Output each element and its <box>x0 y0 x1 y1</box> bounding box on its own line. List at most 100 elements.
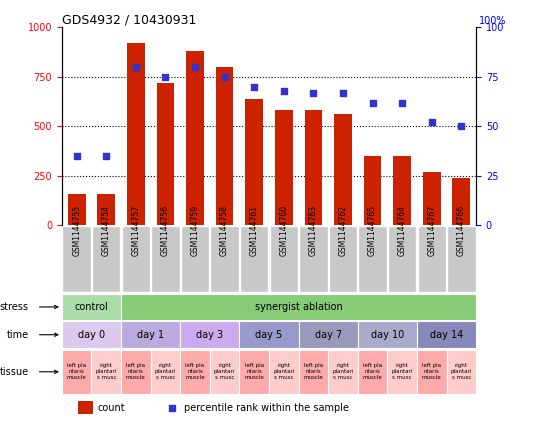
Point <box>339 89 348 96</box>
Bar <box>157 83 174 225</box>
Bar <box>423 172 441 225</box>
Text: left pla
ntaris
muscle: left pla ntaris muscle <box>67 363 87 380</box>
Text: synergist ablation: synergist ablation <box>254 302 343 312</box>
Text: count: count <box>97 403 125 413</box>
Text: GSM1144757: GSM1144757 <box>131 205 140 255</box>
Text: GSM1144764: GSM1144764 <box>398 205 407 255</box>
Bar <box>447 349 476 394</box>
Bar <box>62 321 121 348</box>
Text: GSM1144760: GSM1144760 <box>279 205 288 255</box>
Text: stress: stress <box>0 302 29 312</box>
Point <box>72 153 81 159</box>
FancyBboxPatch shape <box>270 226 298 292</box>
Text: left pla
ntaris
muscle: left pla ntaris muscle <box>422 363 442 380</box>
Bar <box>239 321 299 348</box>
Point <box>190 63 199 70</box>
Text: GSM1144755: GSM1144755 <box>72 205 81 255</box>
Bar <box>452 178 470 225</box>
Bar <box>186 51 204 225</box>
Text: day 5: day 5 <box>256 330 282 340</box>
Text: left pla
ntaris
muscle: left pla ntaris muscle <box>363 363 383 380</box>
Text: right
plantari
s musc: right plantari s musc <box>392 363 413 380</box>
Bar <box>62 349 91 394</box>
FancyBboxPatch shape <box>417 226 446 292</box>
Bar <box>79 401 93 415</box>
Point <box>309 89 317 96</box>
Point <box>221 74 229 80</box>
Point <box>131 63 140 70</box>
Text: GSM1144762: GSM1144762 <box>338 205 348 255</box>
FancyBboxPatch shape <box>329 226 357 292</box>
Text: 100%: 100% <box>479 16 506 26</box>
Point <box>167 404 176 411</box>
Bar <box>216 67 233 225</box>
Text: time: time <box>6 330 29 340</box>
Text: GSM1144758: GSM1144758 <box>220 205 229 255</box>
Bar <box>305 110 322 225</box>
Bar <box>151 349 180 394</box>
Bar <box>68 195 86 225</box>
Text: GSM1144765: GSM1144765 <box>368 205 377 255</box>
Text: tissue: tissue <box>0 367 29 377</box>
Bar <box>417 349 447 394</box>
Text: left pla
ntaris
muscle: left pla ntaris muscle <box>244 363 264 380</box>
Bar <box>91 349 121 394</box>
Bar <box>358 321 417 348</box>
Text: day 7: day 7 <box>315 330 342 340</box>
Bar <box>358 349 387 394</box>
Bar <box>269 349 299 394</box>
Point <box>368 99 377 106</box>
Text: day 14: day 14 <box>430 330 463 340</box>
Point <box>398 99 407 106</box>
Bar <box>364 156 381 225</box>
Point <box>427 119 436 126</box>
Text: GSM1144767: GSM1144767 <box>427 205 436 255</box>
Point <box>102 153 111 159</box>
Text: GSM1144761: GSM1144761 <box>250 205 259 255</box>
Text: right
plantari
s musc: right plantari s musc <box>214 363 235 380</box>
Text: GSM1144754: GSM1144754 <box>102 205 111 255</box>
FancyBboxPatch shape <box>358 226 387 292</box>
Text: right
plantari
s musc: right plantari s musc <box>273 363 294 380</box>
Point <box>161 74 170 80</box>
FancyBboxPatch shape <box>299 226 328 292</box>
Bar <box>387 349 417 394</box>
Text: percentile rank within the sample: percentile rank within the sample <box>184 403 349 413</box>
FancyBboxPatch shape <box>122 226 150 292</box>
Point <box>279 88 288 94</box>
FancyBboxPatch shape <box>210 226 239 292</box>
Bar <box>299 349 328 394</box>
Bar <box>62 294 121 320</box>
FancyBboxPatch shape <box>151 226 180 292</box>
Text: day 0: day 0 <box>78 330 105 340</box>
FancyBboxPatch shape <box>388 226 416 292</box>
Bar <box>393 156 411 225</box>
Text: right
plantari
s musc: right plantari s musc <box>155 363 176 380</box>
Text: day 10: day 10 <box>371 330 404 340</box>
Bar <box>334 115 352 225</box>
Bar <box>299 321 358 348</box>
FancyBboxPatch shape <box>181 226 209 292</box>
Text: control: control <box>75 302 108 312</box>
Text: day 1: day 1 <box>137 330 164 340</box>
FancyBboxPatch shape <box>62 226 91 292</box>
Text: right
plantari
s musc: right plantari s musc <box>451 363 472 380</box>
Text: GSM1144763: GSM1144763 <box>309 205 318 255</box>
Text: GSM1144756: GSM1144756 <box>161 205 170 255</box>
Point <box>457 123 465 130</box>
Text: right
plantari
s musc: right plantari s musc <box>332 363 353 380</box>
Bar <box>127 43 145 225</box>
Bar <box>275 110 293 225</box>
Point <box>250 83 258 90</box>
Text: GDS4932 / 10430931: GDS4932 / 10430931 <box>62 14 196 26</box>
Bar <box>328 349 358 394</box>
FancyBboxPatch shape <box>92 226 121 292</box>
Bar <box>239 349 269 394</box>
Bar <box>417 321 476 348</box>
Bar <box>121 349 151 394</box>
Bar <box>210 349 239 394</box>
Bar <box>180 349 210 394</box>
Text: left pla
ntaris
muscle: left pla ntaris muscle <box>303 363 323 380</box>
Text: GSM1144759: GSM1144759 <box>190 205 200 255</box>
Bar <box>180 321 239 348</box>
